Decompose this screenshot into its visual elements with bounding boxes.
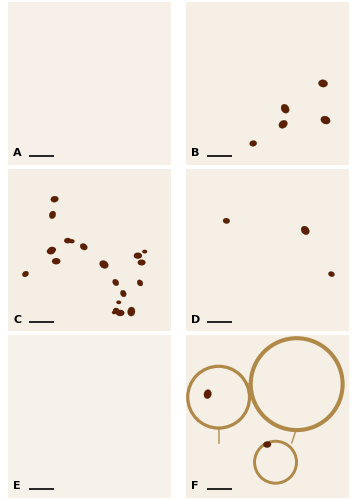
- Ellipse shape: [250, 140, 257, 146]
- Ellipse shape: [116, 300, 121, 304]
- Ellipse shape: [47, 248, 55, 254]
- Ellipse shape: [64, 238, 71, 244]
- Text: D: D: [191, 315, 200, 325]
- Circle shape: [249, 336, 345, 432]
- Ellipse shape: [80, 244, 87, 250]
- Ellipse shape: [49, 211, 56, 218]
- Ellipse shape: [137, 280, 143, 286]
- Text: B: B: [191, 148, 199, 158]
- Ellipse shape: [113, 308, 119, 312]
- Ellipse shape: [100, 260, 108, 268]
- Ellipse shape: [112, 279, 119, 285]
- Ellipse shape: [134, 252, 142, 259]
- Ellipse shape: [22, 271, 29, 277]
- Ellipse shape: [137, 260, 146, 266]
- Ellipse shape: [318, 80, 328, 87]
- Circle shape: [189, 368, 248, 426]
- Text: C: C: [13, 315, 21, 325]
- Ellipse shape: [321, 116, 330, 124]
- Ellipse shape: [48, 246, 56, 253]
- Ellipse shape: [279, 120, 287, 128]
- Ellipse shape: [223, 218, 230, 224]
- Circle shape: [253, 340, 341, 428]
- Ellipse shape: [142, 250, 147, 254]
- Ellipse shape: [281, 104, 289, 113]
- Text: A: A: [13, 148, 22, 158]
- Ellipse shape: [128, 307, 135, 316]
- Text: F: F: [191, 482, 198, 492]
- Ellipse shape: [328, 272, 335, 276]
- Text: E: E: [13, 482, 21, 492]
- Ellipse shape: [52, 258, 60, 264]
- Ellipse shape: [116, 310, 125, 316]
- Ellipse shape: [112, 310, 117, 314]
- Circle shape: [256, 442, 295, 482]
- Circle shape: [253, 440, 298, 484]
- Ellipse shape: [204, 390, 211, 398]
- Ellipse shape: [263, 442, 271, 448]
- Ellipse shape: [120, 290, 126, 297]
- Ellipse shape: [69, 239, 75, 244]
- Ellipse shape: [51, 196, 58, 202]
- Ellipse shape: [301, 226, 309, 234]
- Circle shape: [186, 364, 251, 430]
